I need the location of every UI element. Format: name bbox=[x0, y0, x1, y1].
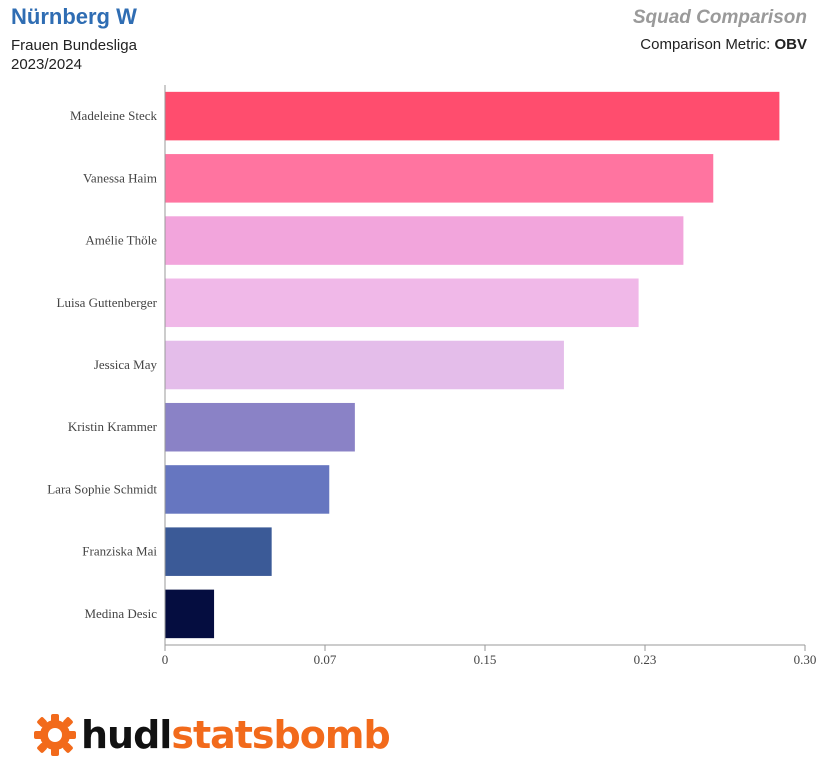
bar bbox=[165, 278, 639, 328]
category-label: Lara Sophie Schmidt bbox=[47, 481, 157, 496]
x-tick-label: 0 bbox=[162, 652, 169, 667]
bar bbox=[165, 527, 272, 576]
league-label: Frauen Bundesliga bbox=[11, 37, 137, 54]
category-label: Medina Desic bbox=[84, 606, 157, 621]
category-label: Kristin Krammer bbox=[68, 419, 158, 434]
hudl-statsbomb-logo: hudlstatsbomb bbox=[33, 713, 391, 757]
category-label: Madeleine Steck bbox=[70, 108, 157, 123]
x-tick-label: 0.30 bbox=[794, 652, 817, 667]
bar bbox=[165, 91, 780, 141]
metric-value: OBV bbox=[774, 36, 807, 53]
x-tick-label: 0.07 bbox=[314, 652, 337, 667]
bar-chart: Madeleine Steck Vanessa Haim Amélie Thöle L… bbox=[47, 85, 817, 667]
bar bbox=[165, 589, 215, 639]
logo-text-statsbomb: statsbomb bbox=[171, 713, 390, 757]
season-label: 2023/2024 bbox=[11, 56, 82, 73]
x-tick-label: 0.23 bbox=[634, 652, 657, 667]
bar bbox=[165, 402, 355, 452]
metric-label: Comparison Metric: bbox=[640, 36, 775, 53]
category-label: Luisa Guttenberger bbox=[57, 295, 158, 310]
bar bbox=[165, 154, 714, 203]
category-label: Vanessa Haim bbox=[83, 170, 157, 185]
bar bbox=[165, 465, 330, 514]
category-label: Amélie Thöle bbox=[85, 233, 157, 248]
category-label: Jessica May bbox=[94, 357, 158, 372]
team-title: Nürnberg W bbox=[11, 4, 137, 29]
comparison-metric: Comparison Metric: OBV bbox=[640, 36, 807, 53]
bar bbox=[165, 340, 564, 390]
x-tick-label: 0.15 bbox=[474, 652, 497, 667]
logo-text-hudl: hudl bbox=[81, 713, 172, 757]
report-title: Squad Comparison bbox=[632, 7, 807, 28]
bar bbox=[165, 216, 684, 265]
statsbomb-gear-icon bbox=[34, 714, 76, 756]
category-label: Franziska Mai bbox=[82, 544, 157, 559]
